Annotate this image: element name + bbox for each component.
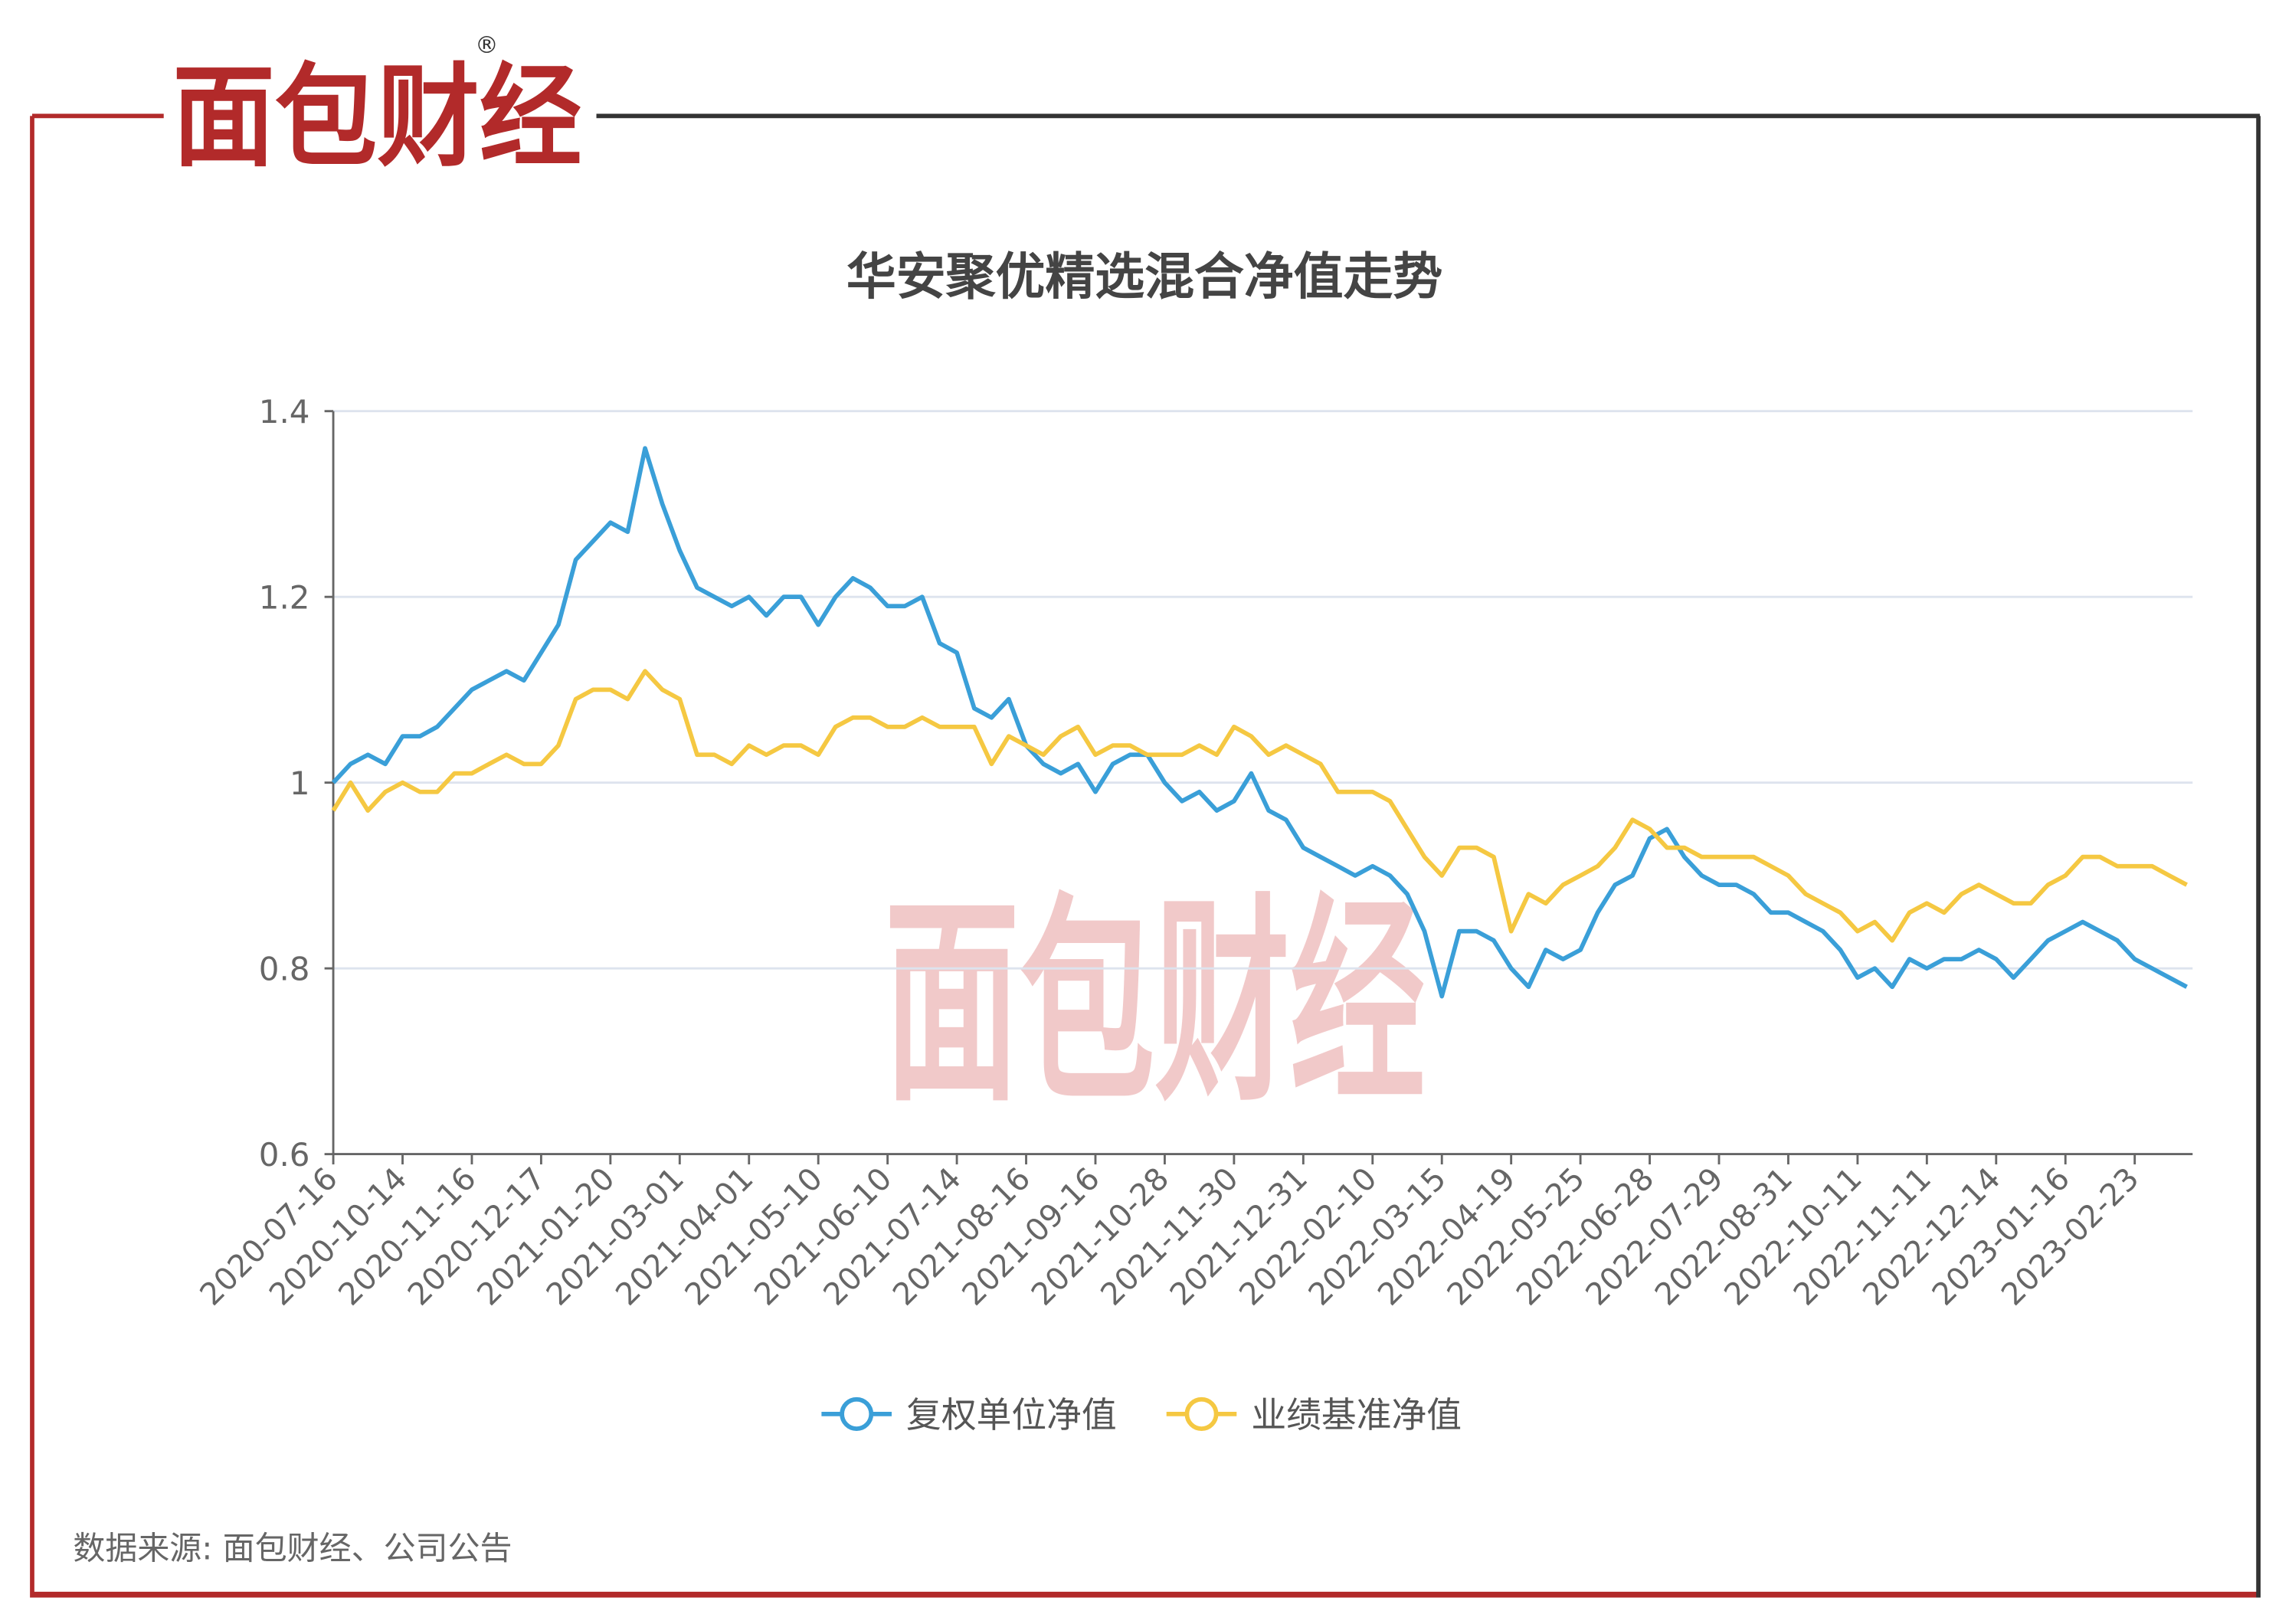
logo: 面包财经 (172, 53, 581, 182)
y-tick-label: 1 (290, 765, 310, 802)
legend-label: 复权单位净值 (906, 1394, 1117, 1436)
data-line (331, 669, 2188, 943)
watermark: 面包财经 (884, 875, 1425, 1131)
y-tick-label: 0.6 (259, 1136, 310, 1174)
frame (30, 113, 2261, 1598)
y-tick-label: 1.4 (259, 393, 310, 431)
chart-title: 华安聚优精选混合净值走势 (846, 248, 1442, 306)
data-line (331, 446, 2188, 999)
source-note: 数据来源: 面包财经、公司公告 (73, 1530, 512, 1567)
y-tick-label: 1.2 (259, 578, 310, 616)
plot-area: 0.60.811.21.42020-07-162020-10-142020-11… (194, 393, 2193, 1436)
registered-mark: ® (475, 32, 499, 59)
legend-label: 业绩基准净值 (1251, 1394, 1462, 1436)
y-tick-label: 0.8 (259, 950, 310, 987)
legend-marker (840, 1396, 874, 1431)
legend-marker (1184, 1396, 1219, 1431)
